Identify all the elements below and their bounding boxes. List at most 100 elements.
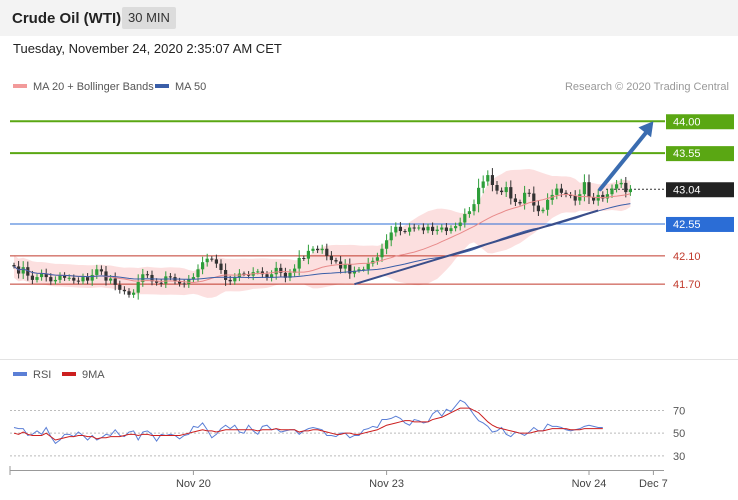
candle (329, 251, 333, 265)
candle-body (495, 185, 499, 191)
candle-body (513, 198, 517, 202)
candle-body (256, 271, 260, 273)
interval-badge[interactable]: 30 MIN (122, 7, 176, 29)
candle-body (210, 258, 214, 260)
candle-body (302, 257, 306, 259)
candle (398, 222, 402, 236)
candle (504, 181, 508, 197)
ma20-line (13, 193, 631, 284)
candle (293, 264, 297, 277)
candle-body (357, 269, 361, 271)
candle-body (49, 277, 53, 282)
candle (283, 267, 287, 283)
candle (164, 271, 168, 288)
candle-body (306, 250, 310, 259)
candle (587, 174, 591, 204)
candle (12, 262, 16, 269)
candle-body (398, 226, 402, 232)
candle (159, 278, 163, 287)
candle-body (504, 187, 508, 193)
candle (86, 273, 90, 285)
candle (182, 279, 186, 288)
rsi-tick-label: 30 (673, 451, 685, 463)
candle (306, 244, 310, 265)
candle (334, 257, 338, 264)
candle-body (288, 272, 292, 278)
x-tick-label: Nov 20 (176, 478, 211, 490)
candle-body (458, 222, 462, 227)
candle-body (536, 205, 540, 212)
candle-body (334, 260, 338, 262)
candle-body (113, 278, 117, 285)
candle-body (555, 188, 559, 195)
candle-body (187, 279, 191, 285)
candle (99, 265, 103, 275)
bollinger-band (14, 169, 631, 298)
candle-body (481, 181, 485, 188)
candle (527, 189, 531, 197)
candle (375, 252, 379, 265)
candle-body (467, 211, 471, 215)
candle (30, 270, 34, 285)
candle-body (518, 202, 522, 204)
candle (90, 269, 94, 286)
candle (35, 274, 39, 283)
candle (403, 228, 407, 234)
instrument-title: Crude Oil (WTI) (12, 10, 122, 27)
candle-body (440, 227, 444, 230)
candle (357, 266, 361, 273)
candle (380, 243, 384, 262)
candle (463, 208, 467, 228)
candle (408, 223, 412, 236)
rsi-line (13, 399, 603, 445)
candle-body (385, 240, 389, 249)
candle-body (403, 231, 407, 233)
candle-body (12, 265, 16, 267)
candle (509, 180, 513, 205)
candle-body (164, 276, 168, 284)
candle (141, 268, 145, 287)
candle (546, 193, 550, 216)
candle-body (394, 226, 398, 233)
candle (40, 269, 44, 281)
candle-body (122, 289, 126, 292)
candle-body (578, 194, 582, 201)
candle (481, 175, 485, 194)
x-tick-label: Nov 23 (369, 478, 404, 490)
candle-body (592, 197, 596, 201)
candle (113, 272, 117, 291)
candle (477, 178, 481, 213)
candle (536, 200, 540, 216)
candle-body (486, 175, 490, 182)
candle (394, 222, 398, 237)
candle-body (159, 282, 163, 284)
candle (495, 180, 499, 195)
candle-body (624, 182, 628, 193)
candle-body (454, 226, 458, 229)
candle-body (619, 182, 623, 185)
candle (316, 245, 320, 254)
candle (486, 170, 490, 186)
candle-body (132, 292, 136, 295)
candle-body (279, 267, 283, 273)
candle-body (40, 273, 44, 278)
rsi-tick-label: 70 (673, 405, 685, 417)
candle-body (196, 269, 200, 278)
candle (454, 222, 458, 232)
candle (150, 270, 154, 286)
candle-body (141, 274, 145, 283)
candle (444, 223, 448, 236)
candle-body (178, 281, 182, 284)
candle-body (449, 228, 453, 232)
candle (76, 277, 80, 285)
candle (288, 269, 292, 282)
candle-body (343, 264, 347, 269)
candle-body (72, 277, 76, 281)
candle (242, 271, 246, 277)
candle (431, 222, 435, 235)
candle-body (283, 272, 287, 278)
candle-body (201, 262, 205, 270)
legend-label-ma20: MA 20 + Bollinger Bands (33, 81, 154, 93)
candle-body (233, 277, 237, 282)
